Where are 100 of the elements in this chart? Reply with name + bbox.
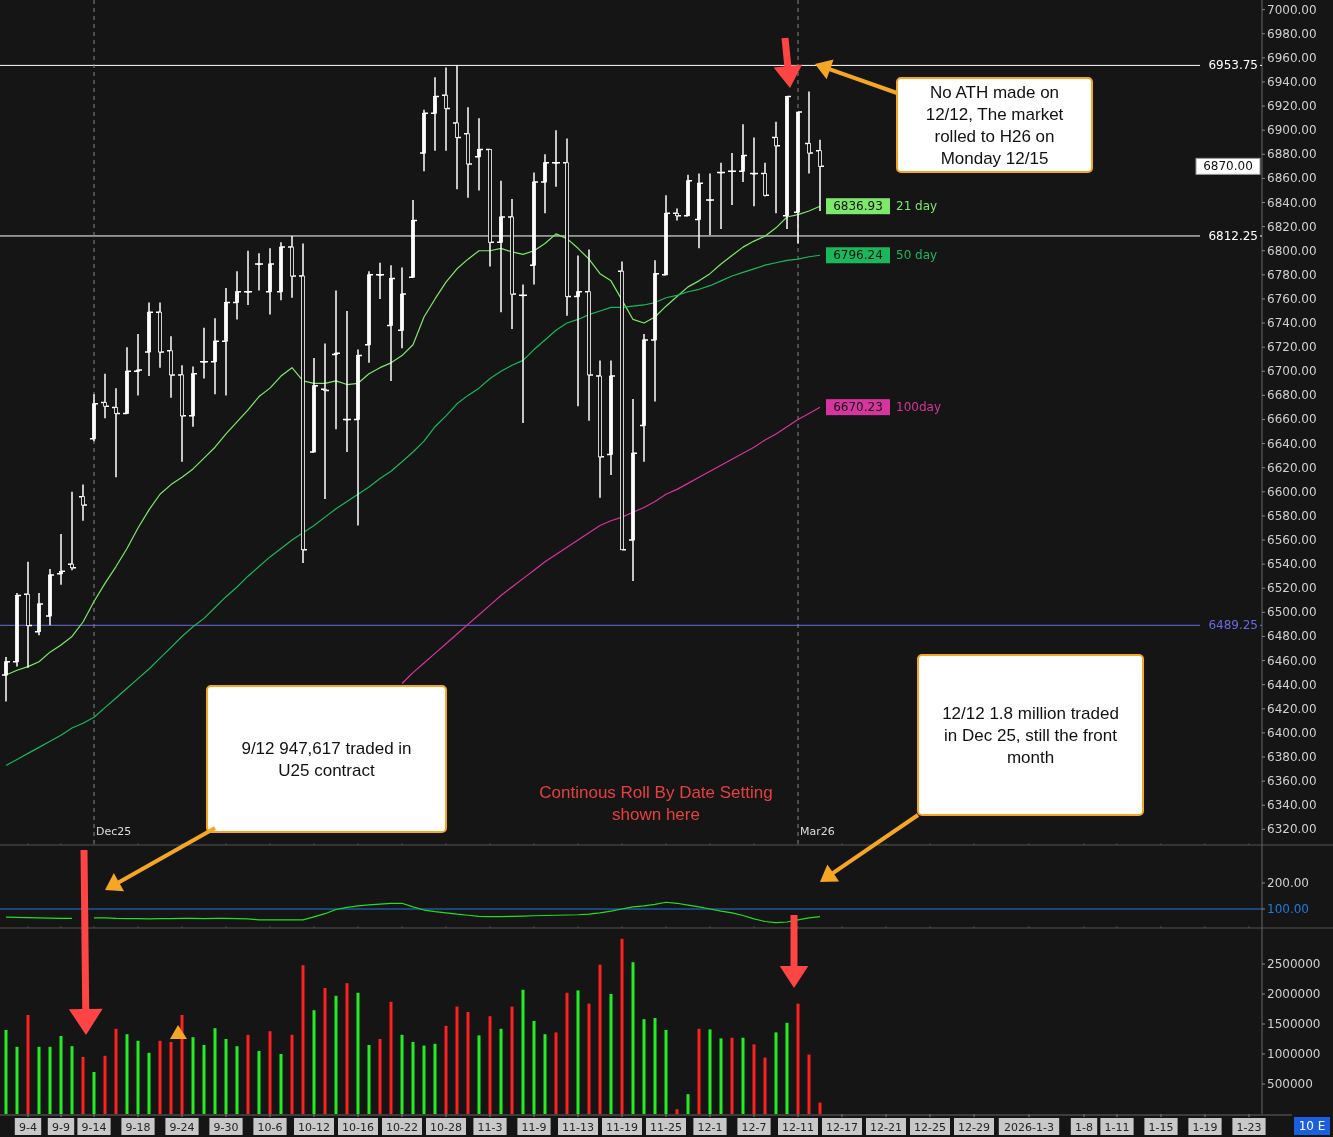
bar	[532, 1021, 536, 1114]
annotation: No ATH made on 12/12, The market rolled to H26 on Monday 12/15	[925, 83, 1064, 168]
y-tick-label: 1500000	[1267, 1017, 1321, 1031]
bar	[411, 1042, 415, 1114]
y-tick-label: 6560.00	[1267, 533, 1317, 548]
y-tick-label: 6480.00	[1267, 629, 1317, 644]
y-tick-label: 2500000	[1267, 957, 1321, 971]
bar	[180, 1015, 184, 1114]
x-tick-label: 9-24	[169, 1121, 195, 1134]
bar	[455, 1006, 459, 1114]
bar	[587, 1003, 591, 1114]
y-tick-label: 6860.00	[1267, 171, 1317, 186]
x-tick-label: 12-17	[826, 1121, 858, 1134]
bar	[334, 995, 338, 1114]
x-tick-label: 10-6	[257, 1121, 283, 1134]
x-tick-label: 11-3	[477, 1121, 503, 1134]
line-series	[401, 406, 821, 685]
bar	[59, 1036, 63, 1114]
ref-line-label: 6953.75	[1208, 58, 1258, 73]
annotation: 9/12 947,617 traded in U25 contract	[241, 739, 412, 780]
text: 100day	[896, 400, 941, 415]
annotation: 12/12 1.8 million traded in Dec 25, still the front month	[942, 704, 1119, 767]
y-tick-label: 6980.00	[1267, 26, 1317, 41]
x-tick-label: 1-8	[1075, 1121, 1093, 1134]
y-tick-label: 6840.00	[1267, 195, 1317, 210]
y-tick-label: 6720.00	[1267, 340, 1317, 355]
x-tick-label: 10-28	[430, 1121, 462, 1134]
data-label: 6670.23	[833, 400, 883, 415]
bar	[114, 1028, 118, 1114]
bar	[752, 1044, 756, 1114]
bar	[554, 1032, 558, 1114]
y-tick-label: 6320.00	[1267, 822, 1317, 837]
bar	[158, 1040, 162, 1114]
text: 21 day	[896, 199, 938, 214]
y-tick-label: 6960.00	[1267, 50, 1317, 65]
y-tick-label: 6520.00	[1267, 581, 1317, 596]
line-series	[5, 205, 821, 676]
bar	[103, 1055, 107, 1114]
bar	[785, 1022, 789, 1114]
x-tick-label: 11-9	[521, 1121, 547, 1134]
bar	[345, 983, 349, 1114]
bar	[488, 1016, 492, 1114]
bar	[741, 1037, 745, 1114]
bar	[510, 1006, 514, 1114]
y-tick-label: 6600.00	[1267, 484, 1317, 499]
bar	[323, 988, 327, 1114]
bar	[147, 1052, 151, 1114]
callout-box: 9/12 947,617 traded in U25 contract	[206, 685, 447, 833]
x-tick-label: 11-19	[606, 1121, 638, 1134]
ref-line-label: Dec25	[96, 825, 132, 838]
bar	[477, 1035, 481, 1114]
bar	[37, 1046, 41, 1114]
bar	[279, 1054, 283, 1114]
text: 50 day	[896, 248, 938, 263]
bar	[70, 1046, 74, 1114]
bar	[466, 1012, 470, 1114]
bar	[686, 1094, 690, 1114]
y-tick-label: 6780.00	[1267, 267, 1317, 282]
bar	[763, 1057, 767, 1114]
y-tick-label: 1000000	[1267, 1047, 1321, 1061]
y-tick-label: 7000.00	[1267, 2, 1317, 17]
y-tick-label: 6360.00	[1267, 774, 1317, 789]
y-tick-label: 6700.00	[1267, 364, 1317, 379]
bar	[213, 1028, 217, 1114]
annotation: 6870.00	[1203, 159, 1253, 174]
bar	[15, 1046, 19, 1114]
x-tick-label: 1-15	[1148, 1121, 1174, 1134]
bar	[235, 1046, 239, 1114]
bar	[576, 990, 580, 1114]
y-tick-label: 500000	[1267, 1077, 1313, 1091]
bar	[675, 1109, 679, 1114]
x-tick-label: 11-25	[650, 1121, 682, 1134]
x-tick-label: 12-21	[870, 1121, 902, 1134]
x-tick-label: 10-16	[342, 1121, 374, 1134]
y-tick-label: 6640.00	[1267, 436, 1317, 451]
bar	[796, 1003, 800, 1114]
data-label: 6796.24	[833, 248, 883, 263]
y-tick-label: 6760.00	[1267, 291, 1317, 306]
bar	[818, 1102, 822, 1114]
bar	[521, 989, 525, 1114]
y-tick-label: 6580.00	[1267, 508, 1317, 523]
data-label: 6836.93	[833, 199, 883, 214]
bar	[422, 1045, 426, 1114]
x-tick-label: 1-11	[1104, 1121, 1130, 1134]
y-tick-label: 200.00	[1267, 875, 1309, 890]
ref-line-label: Mar26	[800, 825, 835, 838]
y-tick-label: 6900.00	[1267, 123, 1317, 138]
bar	[620, 938, 624, 1114]
y-tick-label: 6340.00	[1267, 798, 1317, 813]
x-tick-label: 10-12	[298, 1121, 330, 1134]
bar	[48, 1046, 52, 1114]
bar	[400, 1034, 404, 1114]
bar	[730, 1037, 734, 1114]
text: 10 E	[1298, 1119, 1326, 1133]
x-tick-label: 12-29	[958, 1121, 990, 1134]
bar	[290, 1034, 294, 1114]
ref-line-label: 6489.25	[1208, 618, 1258, 633]
bar	[807, 1054, 811, 1114]
bar	[719, 1038, 723, 1114]
bar	[301, 965, 305, 1114]
